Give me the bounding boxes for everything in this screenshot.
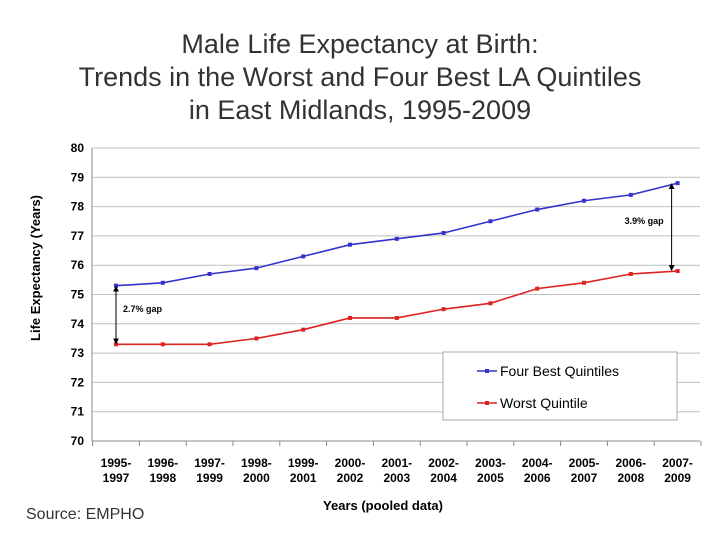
data-point bbox=[675, 181, 680, 186]
x-tick-label-line: 2004- bbox=[522, 456, 553, 470]
x-tick-label-line: 2006 bbox=[524, 471, 551, 485]
x-tick-label-line: 2000- bbox=[335, 456, 366, 470]
title-line-3: in East Midlands, 1995-2009 bbox=[188, 95, 532, 125]
annotations: 2.7% gap 3.9% gap bbox=[113, 183, 675, 345]
x-tick-label-line: 2005 bbox=[477, 471, 504, 485]
data-point bbox=[394, 236, 399, 241]
data-point bbox=[394, 315, 399, 320]
legend-box bbox=[442, 351, 678, 421]
x-tick-label: 1998-2000 bbox=[241, 456, 272, 485]
x-tick-label: 2005-2007 bbox=[569, 456, 600, 485]
data-point bbox=[441, 307, 446, 312]
y-tick-label: 74 bbox=[71, 317, 85, 331]
x-tick-label: 2000-2002 bbox=[335, 456, 366, 485]
x-tick-label-line: 2005- bbox=[569, 456, 600, 470]
x-tick-label: 2001-2003 bbox=[381, 456, 412, 485]
data-point bbox=[207, 271, 212, 276]
gap-label: 3.9% gap bbox=[625, 216, 665, 226]
data-point bbox=[254, 266, 259, 271]
x-tick-label-line: 1997 bbox=[103, 471, 130, 485]
data-point bbox=[535, 207, 540, 212]
x-tick-label-line: 1999 bbox=[196, 471, 223, 485]
chart-title: Male Life Expectancy at Birth: Trends in… bbox=[0, 28, 720, 127]
y-tick-label: 70 bbox=[71, 434, 85, 448]
x-tick-label: 1996-1998 bbox=[147, 456, 178, 485]
title-line-1: Male Life Expectancy at Birth: bbox=[181, 29, 539, 59]
data-point bbox=[628, 192, 633, 197]
x-tick-label-line: 2007 bbox=[571, 471, 598, 485]
x-tick-label-line: 2000 bbox=[243, 471, 270, 485]
x-tick-label: 2002-2004 bbox=[428, 456, 459, 485]
x-tick-label-line: 1998 bbox=[149, 471, 176, 485]
x-tick-label: 2007-2009 bbox=[662, 456, 693, 485]
x-tick-label-line: 2008 bbox=[617, 471, 644, 485]
data-point bbox=[348, 315, 352, 320]
y-tick-label: 77 bbox=[71, 229, 85, 243]
x-tick-label-line: 2004 bbox=[430, 471, 457, 485]
x-tick-label-line: 1996- bbox=[147, 456, 178, 470]
x-tick-label-line: 2006- bbox=[615, 456, 646, 470]
y-tick-label: 76 bbox=[71, 258, 85, 272]
data-point bbox=[582, 198, 586, 203]
x-tick-label-line: 1998- bbox=[241, 456, 272, 470]
y-tick-label: 72 bbox=[71, 375, 85, 389]
title-line-2: Trends in the Worst and Four Best LA Qui… bbox=[78, 62, 642, 92]
data-point bbox=[301, 327, 306, 332]
gap-label: 2.7% gap bbox=[123, 304, 163, 314]
y-tick-label: 78 bbox=[71, 200, 85, 214]
data-point bbox=[582, 280, 586, 285]
y-tick-label: 80 bbox=[71, 141, 85, 155]
legend-marker bbox=[485, 401, 489, 405]
legend-label: Worst Quintile bbox=[500, 395, 588, 411]
x-tick-label-line: 2001 bbox=[290, 471, 317, 485]
data-point bbox=[160, 342, 165, 347]
legend-label: Four Best Quintiles bbox=[500, 363, 619, 379]
data-point bbox=[160, 280, 165, 285]
data-point bbox=[535, 286, 540, 291]
y-tick-label: 79 bbox=[71, 170, 85, 184]
y-axis-title: Life Expectancy (Years) bbox=[28, 195, 43, 341]
legend-marker bbox=[485, 369, 489, 373]
x-tick-label-line: 2007- bbox=[662, 456, 693, 470]
x-tick-label: 2006-2008 bbox=[615, 456, 646, 485]
x-axis-title: Years (pooled data) bbox=[323, 498, 443, 513]
x-tick-label-line: 1995- bbox=[101, 456, 132, 470]
x-tick-label: 1995-1997 bbox=[101, 456, 132, 485]
data-point bbox=[207, 342, 212, 347]
axes: 70717273747576777879801995-19971996-1998… bbox=[71, 141, 702, 485]
data-point bbox=[301, 254, 306, 259]
x-tick-label: 2003-2005 bbox=[475, 456, 506, 485]
x-tick-label-line: 2001- bbox=[381, 456, 412, 470]
x-tick-label: 1999-2001 bbox=[288, 456, 319, 485]
x-tick-label-line: 1997- bbox=[194, 456, 225, 470]
data-point bbox=[488, 301, 493, 306]
data-point bbox=[114, 283, 118, 288]
x-tick-label-line: 2003- bbox=[475, 456, 506, 470]
series-line-best bbox=[115, 182, 678, 287]
y-tick-label: 73 bbox=[71, 346, 85, 360]
x-tick-label-line: 1999- bbox=[288, 456, 319, 470]
x-tick-label-line: 2002 bbox=[337, 471, 364, 485]
data-point bbox=[348, 242, 352, 247]
y-tick-label: 75 bbox=[71, 288, 85, 302]
y-tick-label: 71 bbox=[71, 405, 85, 419]
data-point bbox=[675, 269, 680, 274]
x-tick-label-line: 2003 bbox=[383, 471, 410, 485]
source-note: Source: EMPHO bbox=[26, 506, 145, 523]
x-tick-label: 2004-2006 bbox=[522, 456, 553, 485]
data-point bbox=[628, 271, 633, 276]
data-point bbox=[114, 342, 118, 347]
x-tick-label: 1997-1999 bbox=[194, 456, 225, 485]
x-tick-label-line: 2009 bbox=[664, 471, 691, 485]
data-point bbox=[488, 219, 493, 224]
data-point bbox=[441, 230, 446, 235]
series-line-worst bbox=[116, 270, 678, 346]
data-point bbox=[254, 336, 259, 341]
series bbox=[114, 181, 680, 347]
legend: Four Best Quintiles Worst Quintile bbox=[442, 351, 678, 421]
x-tick-label-line: 2002- bbox=[428, 456, 459, 470]
